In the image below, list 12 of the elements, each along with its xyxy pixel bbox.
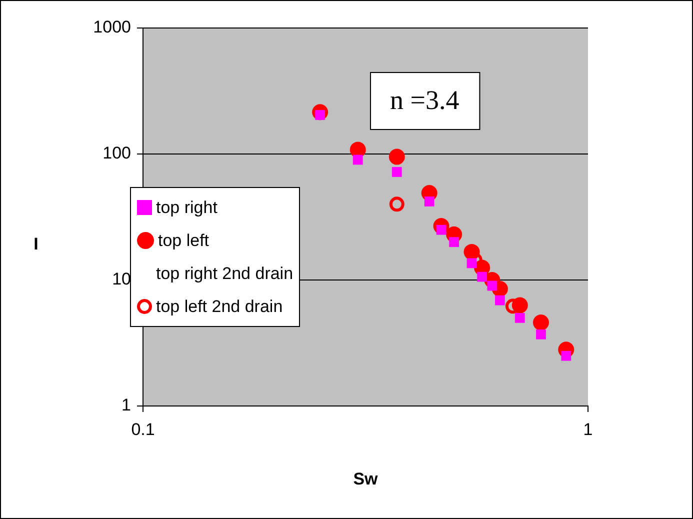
y-axis-title: I	[34, 234, 38, 254]
y-tick-label: 1000	[93, 18, 131, 37]
legend-label: top right	[156, 197, 218, 219]
x-axis-title: Sw	[353, 470, 379, 489]
y-tick-label: 1	[122, 396, 131, 415]
legend-label: top left	[158, 230, 210, 252]
annotation: n =3.4	[390, 85, 460, 116]
legend-label: top left 2nd drain	[156, 296, 283, 318]
y-tick-label: 100	[102, 144, 131, 163]
y-tick-label: 10	[112, 270, 131, 289]
text: top right 2nd drain	[156, 263, 294, 285]
x-tick-label: 0.1	[131, 420, 155, 439]
